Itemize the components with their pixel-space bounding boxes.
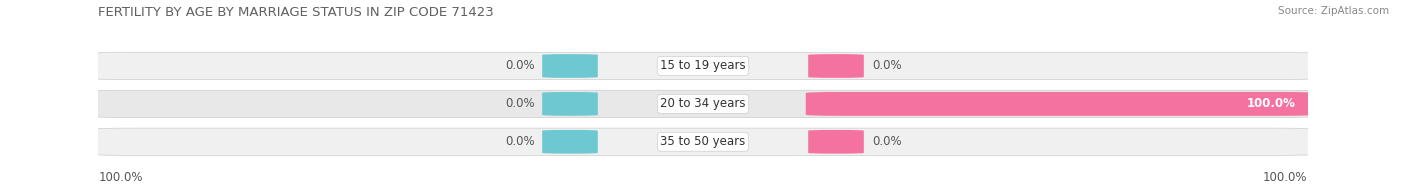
Text: 20 to 34 years: 20 to 34 years — [661, 97, 745, 110]
Text: 0.0%: 0.0% — [872, 135, 901, 148]
Text: 0.0%: 0.0% — [872, 60, 901, 73]
Text: FERTILITY BY AGE BY MARRIAGE STATUS IN ZIP CODE 71423: FERTILITY BY AGE BY MARRIAGE STATUS IN Z… — [98, 6, 494, 19]
Text: 35 to 50 years: 35 to 50 years — [661, 135, 745, 148]
FancyBboxPatch shape — [808, 54, 863, 78]
FancyBboxPatch shape — [86, 90, 1320, 118]
Text: 100.0%: 100.0% — [98, 171, 143, 183]
Text: 0.0%: 0.0% — [505, 97, 534, 110]
FancyBboxPatch shape — [806, 92, 1313, 116]
Text: 0.0%: 0.0% — [505, 60, 534, 73]
FancyBboxPatch shape — [86, 128, 1320, 155]
FancyBboxPatch shape — [86, 52, 1320, 80]
Text: 100.0%: 100.0% — [1247, 97, 1295, 110]
FancyBboxPatch shape — [543, 130, 598, 154]
FancyBboxPatch shape — [543, 92, 598, 116]
Text: 0.0%: 0.0% — [505, 135, 534, 148]
FancyBboxPatch shape — [808, 130, 863, 154]
Text: 100.0%: 100.0% — [1263, 171, 1308, 183]
Text: Source: ZipAtlas.com: Source: ZipAtlas.com — [1278, 6, 1389, 16]
FancyBboxPatch shape — [543, 54, 598, 78]
Text: 15 to 19 years: 15 to 19 years — [661, 60, 745, 73]
